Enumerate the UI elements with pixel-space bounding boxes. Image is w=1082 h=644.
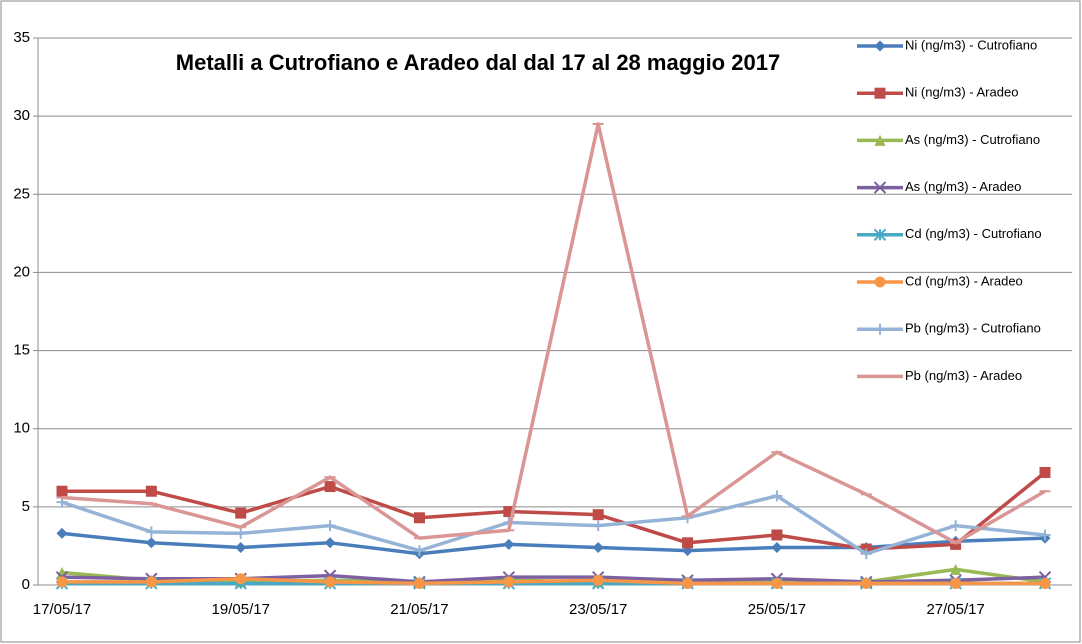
marker — [235, 573, 247, 585]
x-tick-label: 25/05/17 — [748, 601, 806, 618]
y-tick-label: 30 — [13, 107, 30, 124]
marker — [324, 537, 336, 549]
series — [56, 573, 1051, 589]
marker — [503, 506, 515, 518]
marker — [873, 181, 887, 194]
chart-title: Metalli a Cutrofiano e Aradeo dal dal 17… — [176, 50, 780, 75]
marker — [1039, 577, 1051, 589]
marker — [950, 577, 962, 589]
y-tick-label: 5 — [22, 498, 30, 515]
x-tick-label: 23/05/17 — [569, 601, 627, 618]
marker — [324, 576, 336, 588]
marker — [503, 538, 515, 550]
series — [56, 490, 1051, 560]
y-tick-label: 15 — [13, 342, 30, 359]
legend-label: Cd (ng/m3) - Cutrofiano — [905, 226, 1042, 241]
marker — [1039, 529, 1051, 541]
marker — [874, 323, 886, 335]
marker — [592, 574, 604, 586]
marker — [771, 490, 783, 502]
marker — [56, 527, 68, 539]
marker — [592, 509, 604, 521]
marker — [682, 537, 694, 549]
y-tick-label: 10 — [13, 420, 30, 437]
marker — [592, 520, 604, 532]
x-tick-label: 27/05/17 — [926, 601, 984, 618]
marker — [874, 87, 886, 99]
marker — [145, 537, 157, 549]
marker — [771, 541, 783, 553]
series — [56, 122, 1051, 545]
marker — [56, 485, 68, 497]
x-tick-label: 17/05/17 — [33, 601, 91, 618]
marker — [145, 576, 157, 588]
marker — [413, 545, 425, 557]
legend-label: Pb (ng/m3) - Cutrofiano — [905, 321, 1041, 336]
marker — [860, 577, 872, 589]
marker — [235, 507, 247, 519]
legend-label: Ni (ng/m3) - Aradeo — [905, 85, 1018, 100]
marker — [413, 577, 425, 589]
marker — [950, 520, 962, 532]
marker — [1039, 466, 1051, 478]
y-tick-label: 35 — [13, 29, 30, 46]
series-line — [61, 494, 1046, 556]
marker — [145, 485, 157, 497]
legend-label: Pb (ng/m3) - Aradeo — [905, 368, 1022, 383]
legend-label: As (ng/m3) - Cutrofiano — [905, 132, 1040, 147]
marker — [324, 520, 336, 532]
marker — [950, 563, 962, 575]
marker — [771, 529, 783, 541]
marker — [56, 576, 68, 588]
marker — [592, 541, 604, 553]
legend-label: As (ng/m3) - Aradeo — [905, 179, 1021, 194]
series-line — [62, 576, 1045, 586]
marker — [235, 527, 247, 539]
marker — [860, 548, 872, 560]
legend-label: Cd (ng/m3) - Aradeo — [905, 273, 1023, 288]
y-tick-label: 0 — [22, 576, 30, 593]
marker — [771, 577, 783, 589]
marker — [145, 526, 157, 538]
marker — [874, 276, 886, 288]
y-tick-label: 20 — [13, 263, 30, 280]
marker — [873, 228, 887, 242]
marker — [682, 577, 694, 589]
marker — [874, 134, 886, 146]
series-line — [61, 122, 1046, 545]
marker — [235, 541, 247, 553]
marker — [324, 481, 336, 493]
x-tick-label: 21/05/17 — [390, 601, 448, 618]
marker — [413, 512, 425, 524]
x-tick-label: 19/05/17 — [212, 601, 270, 618]
marker — [874, 40, 886, 52]
marker — [503, 576, 515, 588]
y-tick-label: 25 — [13, 185, 30, 202]
legend-label: Ni (ng/m3) - Cutrofiano — [905, 37, 1037, 52]
series-line — [61, 531, 1046, 556]
